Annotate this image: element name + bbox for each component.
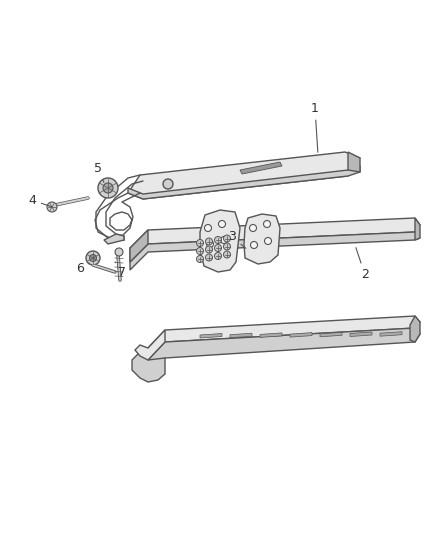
Text: 2: 2 [356, 248, 369, 281]
Polygon shape [132, 348, 165, 382]
Polygon shape [348, 152, 360, 172]
Circle shape [205, 246, 212, 253]
Circle shape [197, 247, 204, 254]
Circle shape [251, 241, 258, 248]
Circle shape [215, 237, 222, 244]
Circle shape [47, 202, 57, 212]
Circle shape [205, 224, 212, 231]
Text: 3: 3 [228, 230, 246, 248]
Circle shape [250, 224, 257, 231]
Polygon shape [320, 332, 342, 337]
Circle shape [103, 183, 113, 193]
Circle shape [215, 245, 222, 252]
Polygon shape [350, 332, 372, 336]
Polygon shape [415, 218, 420, 240]
Circle shape [197, 239, 204, 246]
Polygon shape [130, 232, 420, 270]
Text: 7: 7 [115, 262, 126, 279]
Circle shape [197, 255, 204, 262]
Text: 6: 6 [76, 262, 89, 274]
Circle shape [206, 240, 213, 247]
Polygon shape [104, 234, 124, 244]
Circle shape [264, 221, 271, 228]
Polygon shape [244, 214, 280, 264]
Polygon shape [130, 230, 148, 262]
Polygon shape [380, 332, 402, 336]
Circle shape [219, 221, 226, 228]
Polygon shape [148, 328, 420, 376]
Circle shape [86, 251, 100, 265]
Circle shape [223, 243, 230, 250]
Circle shape [89, 254, 96, 262]
Polygon shape [135, 330, 165, 360]
Text: 1: 1 [311, 101, 319, 152]
Circle shape [115, 248, 123, 256]
Text: 5: 5 [94, 161, 104, 182]
Circle shape [205, 254, 212, 261]
Polygon shape [410, 316, 420, 342]
Polygon shape [290, 333, 312, 337]
Polygon shape [200, 334, 222, 338]
Circle shape [220, 237, 227, 244]
Polygon shape [260, 333, 282, 337]
Polygon shape [148, 316, 420, 360]
Polygon shape [230, 333, 252, 338]
Polygon shape [240, 162, 282, 174]
Text: 4: 4 [28, 193, 53, 207]
Circle shape [163, 179, 173, 189]
Polygon shape [128, 166, 360, 199]
Circle shape [98, 178, 118, 198]
Circle shape [223, 251, 230, 258]
Circle shape [205, 238, 212, 245]
Circle shape [215, 253, 222, 260]
Polygon shape [200, 210, 240, 272]
Polygon shape [130, 218, 420, 262]
Circle shape [265, 238, 272, 245]
Circle shape [223, 235, 230, 242]
Polygon shape [128, 152, 360, 199]
